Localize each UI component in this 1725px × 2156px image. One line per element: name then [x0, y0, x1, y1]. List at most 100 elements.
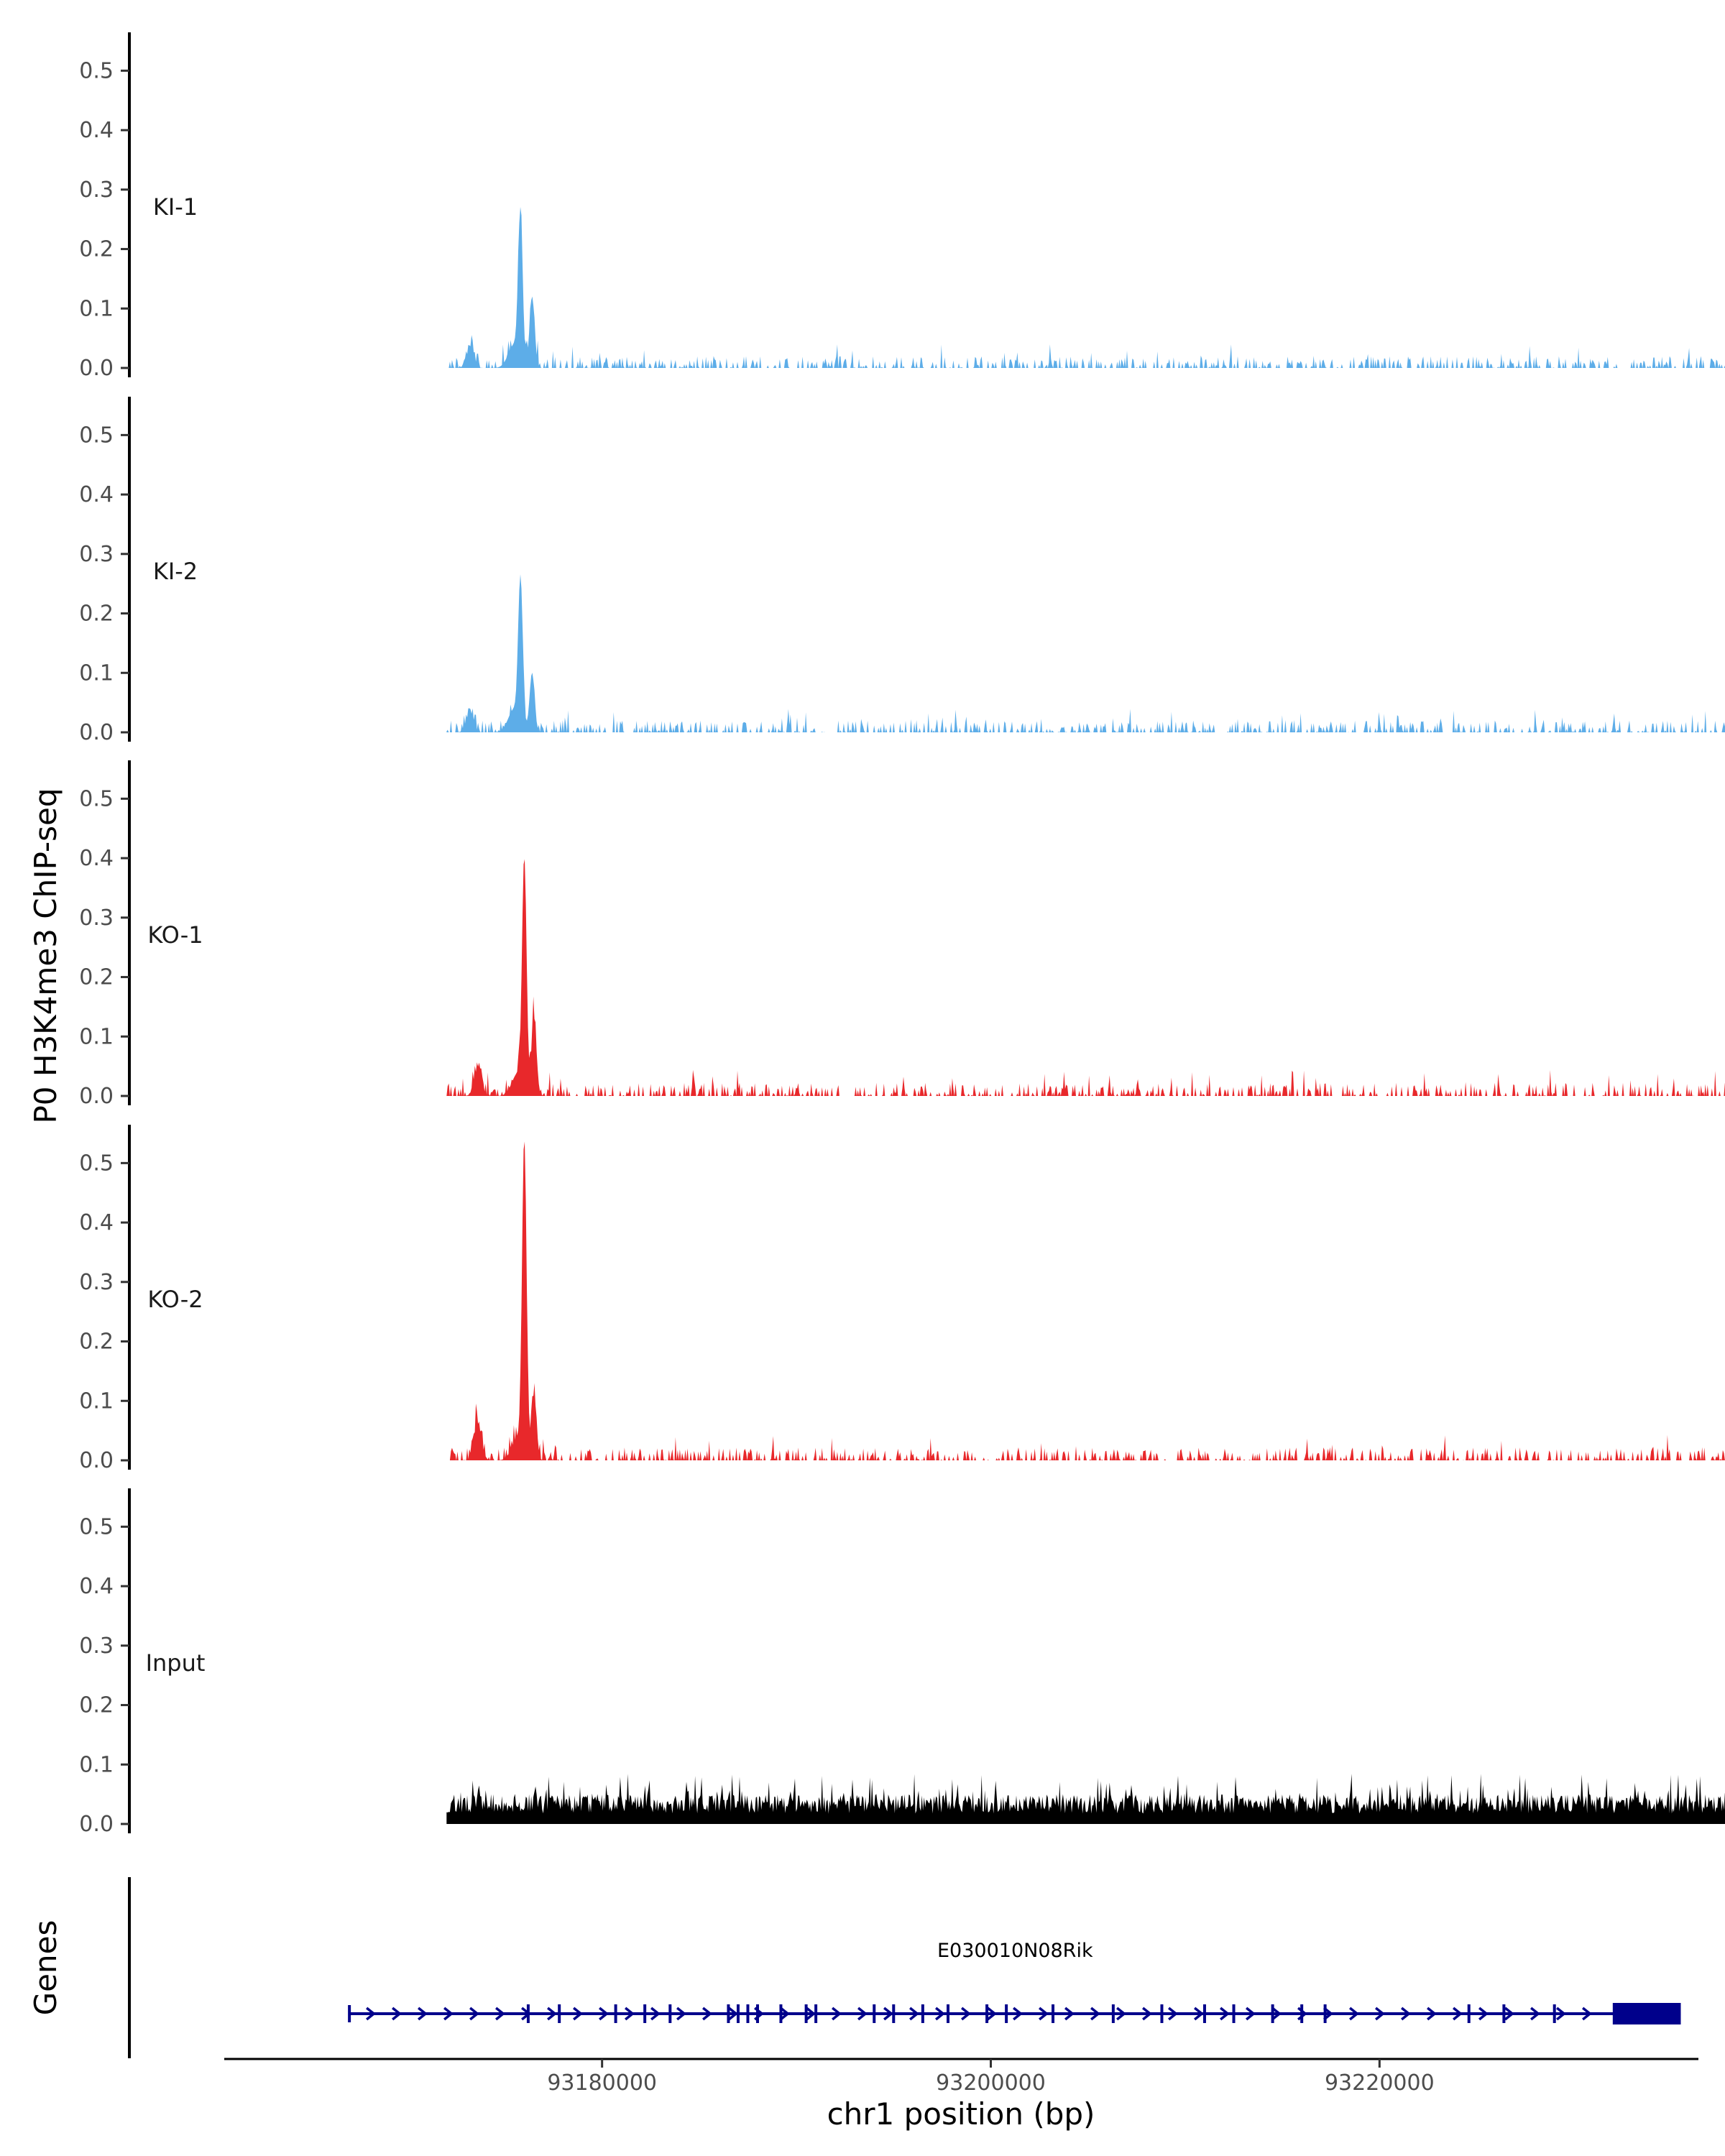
- strand-arrow: [1271, 2007, 1282, 2021]
- genes-panel: Genes E030010N08Rik: [28, 1877, 1681, 2058]
- strand-arrow: [1375, 2007, 1385, 2021]
- gene-terminal-exon: [1612, 2003, 1681, 2024]
- strand-arrow: [1556, 2007, 1566, 2021]
- strand-arrow: [935, 2007, 945, 2021]
- track-input: 0.0 0.1 0.2 0.3 0.4 0.5 Input: [79, 1488, 1725, 1837]
- y-tick-label: 0.4: [79, 118, 114, 143]
- strand-arrow: [728, 2007, 738, 2021]
- strand-arrow: [857, 2007, 868, 2021]
- y-tick-label: 0.1: [79, 1388, 114, 1414]
- y-tick-label: 0.1: [79, 660, 114, 686]
- track-label: KI-1: [153, 193, 198, 221]
- strand-arrow: [780, 2007, 790, 2021]
- strand-arrow: [702, 2007, 712, 2021]
- coverage-area: [446, 1141, 1725, 1460]
- genes-panel-label: Genes: [28, 1920, 63, 2016]
- strand-arrow: [1530, 2007, 1540, 2021]
- y-tick-label: 0.3: [79, 178, 114, 203]
- x-axis: chr1 position (bp) 93180000 93200000 93220…: [224, 2058, 1698, 2132]
- strand-arrow: [573, 2007, 583, 2021]
- strand-arrow: [1504, 2007, 1514, 2021]
- y-tick-label: 0.5: [79, 1151, 114, 1176]
- y-tick-label: 0.4: [79, 846, 114, 871]
- strand-arrow: [469, 2007, 479, 2021]
- strand-arrow: [366, 2007, 376, 2021]
- y-tick-label: 0.3: [79, 1270, 114, 1295]
- y-tick-label: 0.0: [79, 356, 114, 381]
- strand-arrow: [1582, 2007, 1592, 2021]
- strand-arrow: [392, 2007, 402, 2021]
- coverage-area: [446, 574, 1725, 732]
- track-ko-2: 0.0 0.1 0.2 0.3 0.4 0.5 KO-2: [79, 1125, 1725, 1473]
- strand-arrow: [961, 2007, 971, 2021]
- y-tick-label: 0.0: [79, 1084, 114, 1109]
- track-label: Input: [146, 1649, 206, 1677]
- y-tick-label: 0.4: [79, 482, 114, 507]
- x-tick-label: 93180000: [547, 2070, 657, 2096]
- strand-arrow: [547, 2007, 557, 2021]
- strand-arrow: [625, 2007, 635, 2021]
- y-tick-label: 0.5: [79, 786, 114, 811]
- track-ki-1: 0.0 0.1 0.2 0.3 0.4 0.5 KI-1: [79, 32, 1725, 381]
- strand-arrow: [1142, 2007, 1152, 2021]
- y-axis-title: P0 H3K4me3 ChIP-seq: [28, 788, 63, 1123]
- strand-arrow: [443, 2007, 454, 2021]
- y-tick-label: 0.2: [79, 237, 114, 262]
- y-tick-label: 0.3: [79, 1634, 114, 1659]
- strand-arrow: [1220, 2007, 1230, 2021]
- coverage-area: [446, 1774, 1725, 1824]
- strand-arrow: [806, 2007, 816, 2021]
- y-tick-label: 0.0: [79, 1812, 114, 1837]
- y-tick-label: 0.3: [79, 906, 114, 931]
- x-tick-label: 93200000: [936, 2070, 1046, 2096]
- gene-name-label: E030010N08Rik: [937, 1940, 1093, 1962]
- y-tick-label: 0.1: [79, 1024, 114, 1049]
- strand-arrow: [1427, 2007, 1437, 2021]
- y-tick-label: 0.5: [79, 58, 114, 83]
- track-label: KO-2: [147, 1286, 203, 1313]
- strand-arrow: [1453, 2007, 1463, 2021]
- strand-arrow: [909, 2007, 919, 2021]
- strand-arrow: [676, 2007, 686, 2021]
- track-ko-1: 0.0 0.1 0.2 0.3 0.4 0.5 KO-1: [79, 760, 1725, 1109]
- y-tick-label: 0.4: [79, 1210, 114, 1235]
- strand-arrow: [1116, 2007, 1126, 2021]
- coverage-tracks: 0.0 0.1 0.2 0.3 0.4 0.5 KI-1 0.0 0.1 0.2 0.3 0.4 0.5…: [79, 32, 1725, 1837]
- track-ki-2: 0.0 0.1 0.2 0.3 0.4 0.5 KI-2: [79, 397, 1725, 745]
- y-tick-label: 0.5: [79, 423, 114, 448]
- strand-arrow: [883, 2007, 893, 2021]
- strand-arrow: [1478, 2007, 1489, 2021]
- strand-arrow: [495, 2007, 505, 2021]
- y-tick-label: 0.1: [79, 296, 114, 321]
- strand-arrow: [1013, 2007, 1023, 2021]
- y-tick-label: 0.0: [79, 1448, 114, 1473]
- strand-arrow: [599, 2007, 609, 2021]
- y-tick-label: 0.1: [79, 1752, 114, 1777]
- strand-arrow: [832, 2007, 842, 2021]
- y-tick-label: 0.2: [79, 1693, 114, 1718]
- coverage-area: [446, 207, 1725, 368]
- y-tick-label: 0.2: [79, 602, 114, 627]
- strand-arrow: [650, 2007, 661, 2021]
- strand-arrow: [418, 2007, 428, 2021]
- coverage-area: [446, 859, 1725, 1096]
- strand-arrow: [1039, 2007, 1049, 2021]
- y-tick-label: 0.4: [79, 1574, 114, 1599]
- strand-arrow: [1064, 2007, 1075, 2021]
- track-label: KO-1: [147, 921, 203, 949]
- y-tick-label: 0.0: [79, 720, 114, 745]
- y-tick-label: 0.2: [79, 965, 114, 990]
- strand-arrow: [1194, 2007, 1204, 2021]
- strand-arrow: [987, 2007, 997, 2021]
- track-label: KI-2: [153, 558, 198, 585]
- y-tick-label: 0.2: [79, 1330, 114, 1355]
- strand-arrow: [1246, 2007, 1256, 2021]
- x-axis-title: chr1 position (bp): [827, 2096, 1095, 2132]
- strand-arrow: [1349, 2007, 1359, 2021]
- x-tick-label: 93220000: [1325, 2070, 1435, 2096]
- strand-arrow: [1168, 2007, 1178, 2021]
- y-tick-label: 0.3: [79, 542, 114, 567]
- strand-arrow: [1401, 2007, 1411, 2021]
- strand-arrow: [1090, 2007, 1100, 2021]
